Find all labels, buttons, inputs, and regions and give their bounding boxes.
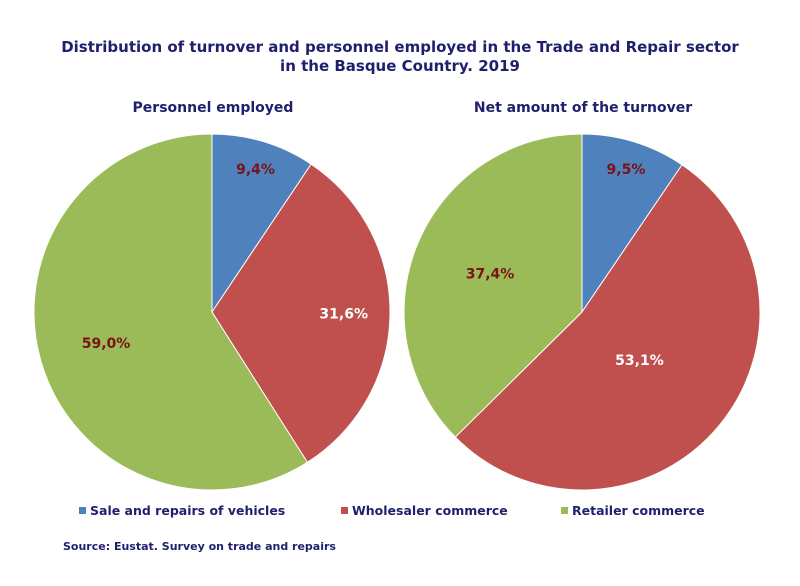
chart-title: Distribution of turnover and personnel e… [0, 38, 800, 76]
pie-1-slice-vehicles [581, 133, 683, 314]
pie-0-label-wholesaler: 31,6% [319, 307, 368, 323]
pie-1-slice-wholesaler [454, 164, 761, 491]
pie-0-label-vehicles: 9,4% [236, 162, 275, 178]
pie-1-label-wholesaler: 53,1% [615, 353, 664, 369]
source-note: Source: Eustat. Survey on trade and repa… [63, 540, 336, 553]
legend-swatch-retailer [561, 507, 568, 514]
legend-label-vehicles: Sale and repairs of vehicles [90, 503, 286, 518]
legend-item-wholesaler: Wholesaler commerce [341, 503, 508, 518]
legend-label-retailer: Retailer commerce [572, 503, 705, 518]
pie-1-label-vehicles: 9,5% [607, 162, 646, 178]
pie-0-slice-retailer [33, 133, 309, 491]
legend-swatch-vehicles [79, 507, 86, 514]
pie-1-slice-retailer [403, 133, 583, 438]
chart-title-line-1: Distribution of turnover and personnel e… [61, 38, 739, 56]
legend-item-vehicles: Sale and repairs of vehicles [79, 503, 285, 518]
pie-0-label-retailer: 59,0% [82, 336, 131, 352]
legend-item-retailer: Retailer commerce [561, 503, 705, 518]
chart-title-line-2: in the Basque Country. 2019 [280, 57, 520, 75]
pie-title-turnover: Net amount of the turnover [473, 100, 693, 116]
pie-0-slice-wholesaler [211, 163, 391, 463]
pie-0-slice-vehicles [211, 133, 312, 314]
pie-1-label-retailer: 37,4% [466, 267, 515, 283]
legend-swatch-wholesaler [341, 507, 348, 514]
legend-label-wholesaler: Wholesaler commerce [352, 503, 508, 518]
pie-title-personnel: Personnel employed [132, 100, 294, 116]
legend: Sale and repairs of vehicles Wholesaler … [0, 503, 800, 521]
